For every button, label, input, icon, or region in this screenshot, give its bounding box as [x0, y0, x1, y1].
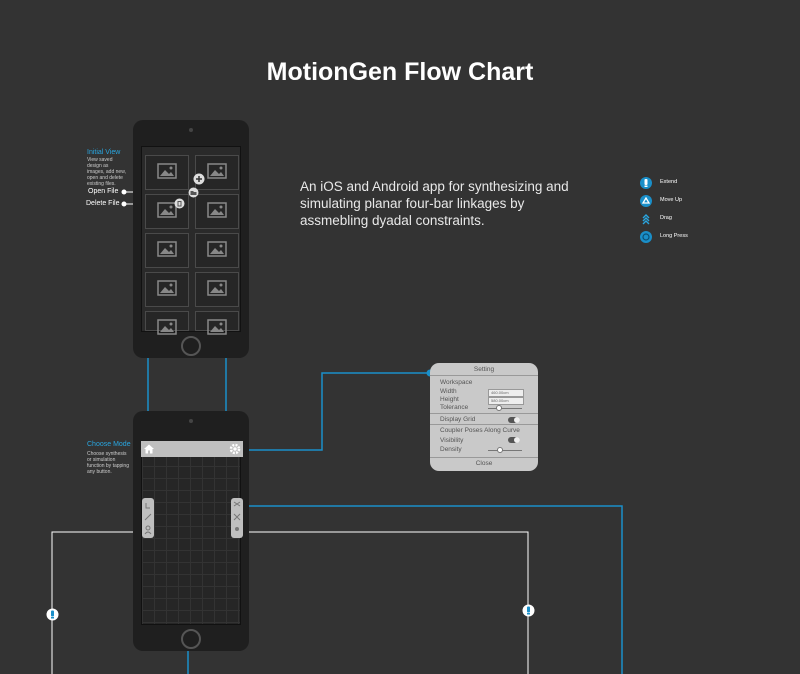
density-label: Density [440, 446, 462, 453]
phone-home-button[interactable] [181, 629, 201, 649]
file-browser-screen [141, 146, 241, 335]
phone-home-button[interactable] [181, 336, 201, 356]
close-button[interactable]: Close [475, 460, 493, 467]
home-icon[interactable] [143, 443, 155, 455]
open-file-label: Open File [88, 188, 119, 195]
file-thumbnail[interactable] [195, 311, 239, 335]
move-up-icon [640, 195, 652, 207]
height-label: Height [440, 396, 459, 403]
initial-view-title: Initial View [87, 149, 121, 156]
drag-icon [642, 214, 650, 225]
file-thumbnail[interactable] [145, 272, 189, 307]
display-grid-label: Display Grid [440, 416, 476, 423]
divider [430, 413, 538, 414]
height-input[interactable]: 580.00cm [488, 397, 524, 405]
open-folder-icon[interactable] [188, 187, 199, 198]
extend-marker-icon [522, 604, 535, 617]
density-slider-knob[interactable] [497, 447, 503, 453]
file-thumbnail[interactable] [195, 155, 239, 190]
file-thumbnail[interactable] [195, 233, 239, 268]
initial-view-text: View saved design as images, add new, op… [87, 157, 126, 187]
display-grid-toggle[interactable] [508, 417, 520, 423]
divider [430, 424, 538, 425]
legend-drag-label: Drag [660, 215, 672, 221]
legend-extend-label: Extend [660, 179, 678, 185]
visibility-label: Visibility [440, 437, 464, 444]
visibility-toggle[interactable] [508, 437, 520, 443]
workspace-screen [141, 441, 241, 625]
setting-panel: Setting Workspace Width 460.00cm Height … [430, 363, 538, 471]
gear-icon[interactable] [229, 443, 241, 455]
width-input[interactable]: 460.00cm [488, 389, 524, 397]
tolerance-slider[interactable] [488, 408, 522, 409]
divider [430, 457, 538, 458]
coupler-poses-heading: Coupler Poses Along Curve [440, 427, 520, 434]
legend-move-up-label: Move Up [660, 197, 683, 203]
phone-speaker [189, 419, 193, 423]
phone-speaker [189, 128, 193, 132]
page-title: MotionGen Flow Chart [266, 58, 534, 86]
app-description: An iOS and Android app for synthesizing … [300, 179, 569, 228]
simulation-tools-panel[interactable] [231, 498, 243, 538]
setting-title: Setting [473, 366, 495, 373]
phone-initial-view [133, 120, 249, 358]
simulation-tool-icons [233, 501, 241, 531]
delete-file-label: Delete File [86, 200, 120, 207]
mode-toolbar [141, 441, 243, 457]
density-slider[interactable] [488, 450, 522, 451]
trash-icon[interactable] [174, 198, 185, 209]
width-label: Width [440, 388, 457, 395]
file-thumbnail[interactable] [145, 233, 189, 268]
choose-mode-text: Choose synthesis or simulation function … [87, 451, 129, 475]
tolerance-slider-knob[interactable] [496, 405, 502, 411]
tolerance-label: Tolerance [440, 404, 469, 411]
legend-long-press-label: Long Press [660, 233, 688, 239]
divider [430, 375, 538, 376]
file-thumbnail[interactable] [195, 194, 239, 229]
synthesis-tools-panel[interactable] [142, 498, 154, 538]
long-press-icon [640, 231, 652, 243]
choose-mode-title: Choose Mode [87, 441, 131, 448]
file-thumbnail[interactable] [145, 155, 189, 190]
file-thumbnail[interactable] [195, 272, 239, 307]
synthesis-tool-icons [144, 503, 152, 535]
add-file-icon[interactable] [193, 173, 205, 185]
extend-marker-icon [46, 608, 59, 621]
file-thumbnail[interactable] [145, 311, 189, 335]
workspace-heading: Workspace [440, 379, 473, 386]
extend-icon [640, 177, 652, 189]
